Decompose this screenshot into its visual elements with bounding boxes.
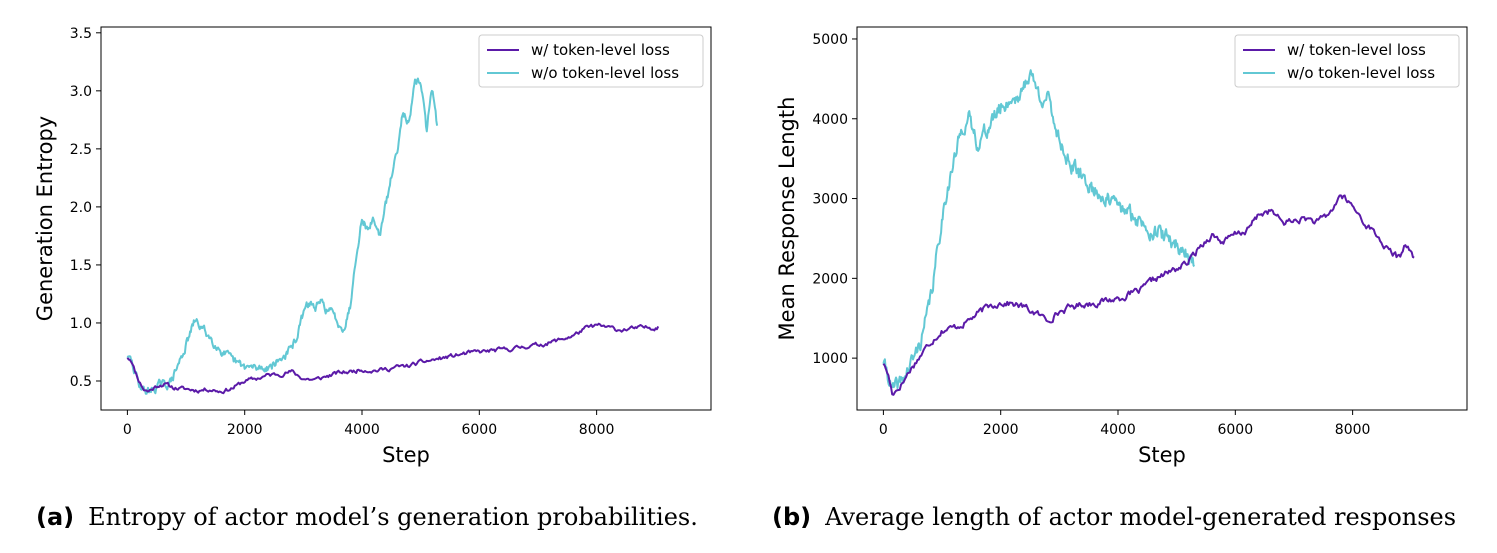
caption-b: (b) Average length of actor model-generat… [772, 503, 1456, 531]
x-tick-label-b-0: 0 [879, 422, 888, 438]
legend-label-b-1: w/o token-level loss [1287, 64, 1435, 82]
series-line-b-0 [882, 194, 1415, 396]
y-tick-label-a-5: 3.0 [70, 84, 92, 100]
series-line-a-1 [126, 77, 439, 395]
y-tick-label-b-1: 2000 [812, 271, 848, 287]
caption-a-tag: (a) [36, 503, 75, 531]
x-axis-title-a: Step [382, 443, 430, 467]
legend-label-a-0: w/ token-level loss [531, 41, 670, 59]
caption-b-text: Average length of actor model-generated … [825, 503, 1457, 531]
y-tick-label-b-2: 3000 [812, 192, 848, 208]
x-tick-label-b-2: 4000 [1100, 422, 1136, 438]
panel-a-entropy-chart: 0 2000 4000 6000 8000 0.5 1.0 1.5 2.0 2.5 3.0 3.5 St… [33, 26, 712, 467]
y-axis-title-a: Generation Entropy [33, 116, 57, 321]
x-tick-label-a-0: 0 [123, 422, 132, 438]
panel-b-response-length-chart: 0 2000 4000 6000 8000 1000 2000 3000 4000 5000 Ste… [775, 26, 1468, 467]
y-tick-label-a-3: 2.0 [70, 200, 92, 216]
series-line-a-0 [126, 322, 660, 395]
x-tick-label-b-1: 2000 [983, 422, 1019, 438]
x-tick-label-a-4: 8000 [579, 422, 615, 438]
caption-a-text: Entropy of actor model’s generation prob… [88, 503, 698, 531]
y-tick-label-a-4: 2.5 [70, 142, 92, 158]
caption-b-tag: (b) [772, 503, 812, 531]
plot-frame-a [100, 26, 712, 411]
x-tick-label-b-3: 6000 [1217, 422, 1253, 438]
y-tick-label-a-1: 1.0 [70, 316, 92, 332]
x-tick-label-a-2: 4000 [344, 422, 380, 438]
legend-box-b [1234, 34, 1460, 88]
y-axis-title-b: Mean Response Length [775, 97, 799, 341]
x-tick-label-a-3: 6000 [461, 422, 497, 438]
x-tick-label-a-1: 2000 [227, 422, 263, 438]
y-tick-label-a-6: 3.5 [70, 26, 92, 42]
legend-label-a-1: w/o token-level loss [531, 64, 679, 82]
legend-label-b-0: w/ token-level loss [1287, 41, 1426, 59]
y-tick-label-b-0: 1000 [812, 351, 848, 367]
y-tick-label-a-0: 0.5 [70, 374, 92, 390]
x-axis-title-b: Step [1138, 443, 1186, 467]
x-tick-label-b-4: 8000 [1335, 422, 1371, 438]
legend-box-a [478, 34, 704, 88]
y-tick-label-a-2: 1.5 [70, 258, 92, 274]
plot-frame-b [856, 26, 1468, 411]
y-tick-label-b-4: 5000 [812, 32, 848, 48]
y-tick-label-b-3: 4000 [812, 112, 848, 128]
series-line-b-1 [882, 69, 1196, 390]
caption-a: (a) Entropy of actor model’s generation p… [36, 503, 698, 531]
